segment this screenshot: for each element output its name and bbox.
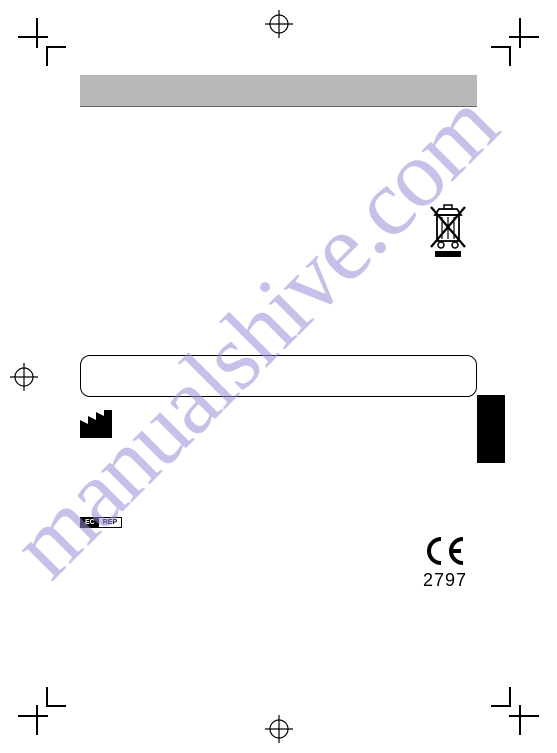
crop-mark-top-left — [18, 18, 63, 63]
info-box — [80, 355, 477, 397]
registration-mark-bottom — [265, 715, 293, 743]
crop-mark-top-right — [494, 18, 539, 63]
ec-rep-symbol: EC REP — [80, 517, 122, 528]
rep-text: REP — [99, 518, 121, 527]
manufacturer-icon — [80, 410, 112, 443]
side-tab — [477, 395, 505, 463]
crop-mark-bottom-left — [18, 690, 63, 735]
header-gray-bar — [80, 75, 477, 107]
registration-mark-top — [265, 10, 293, 38]
weee-bin-icon — [427, 203, 469, 264]
page-content: EC REP 2797 — [80, 75, 477, 678]
registration-mark-left — [10, 363, 38, 391]
crop-mark-bottom-right — [494, 690, 539, 735]
ce-mark: 2797 — [423, 535, 467, 591]
ec-text: EC — [81, 518, 99, 527]
ce-notified-body: 2797 — [423, 570, 467, 591]
